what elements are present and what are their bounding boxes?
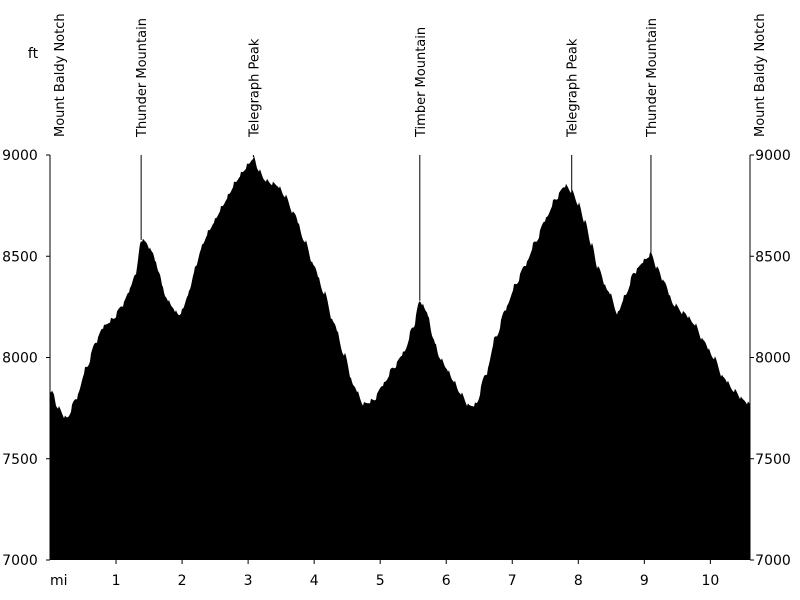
y-axis-right: 7000 7500 8000 8500 9000 (749, 148, 791, 569)
peak-label: Thunder Mountain (645, 18, 660, 138)
peak-marker-lines (140, 155, 652, 301)
x-tick-label: 4 (310, 573, 319, 589)
y-axis-left: 7000 7500 8000 8500 9000 (2, 148, 51, 569)
y-tick-label-right: 7500 (755, 452, 791, 468)
x-tick-label: 1 (112, 573, 121, 589)
x-tick-label: 9 (640, 573, 649, 589)
x-tick-label: 10 (701, 573, 719, 589)
y-tick-label-left: 8000 (2, 351, 38, 367)
elevation-area (50, 155, 750, 561)
x-axis: 1 2 3 4 5 6 7 8 9 10 (112, 560, 719, 589)
y-tick-label-left: 8500 (2, 249, 38, 265)
y-tick-label-right: 8000 (755, 351, 791, 367)
x-tick-label: 8 (574, 573, 583, 589)
y-tick-label-right: 8500 (755, 249, 791, 265)
y-tick-label-left: 7500 (2, 452, 38, 468)
x-tick-label: 2 (178, 573, 187, 589)
peak-label: Mount Baldy Notch (53, 13, 68, 137)
y-tick-label-left: 7000 (2, 553, 38, 569)
peak-label: Telegraph Peak (247, 38, 262, 138)
x-axis-unit-label: mi (50, 573, 68, 589)
x-tick-label: 6 (442, 573, 451, 589)
x-tick-label: 5 (376, 573, 385, 589)
peak-label: Timber Mountain (414, 27, 429, 138)
peak-label: Thunder Mountain (135, 18, 150, 138)
x-tick-label: 7 (508, 573, 517, 589)
y-tick-label-right: 9000 (755, 148, 791, 164)
y-axis-unit-label: ft (28, 46, 39, 62)
peak-label: Telegraph Peak (566, 38, 581, 138)
peak-label: Mount Baldy Notch (753, 13, 768, 137)
peak-labels: Mount Baldy Notch Thunder Mountain Telegra… (53, 13, 768, 138)
y-tick-label-right: 7000 (755, 553, 791, 569)
x-tick-label: 3 (244, 573, 253, 589)
y-tick-label-left: 9000 (2, 148, 38, 164)
